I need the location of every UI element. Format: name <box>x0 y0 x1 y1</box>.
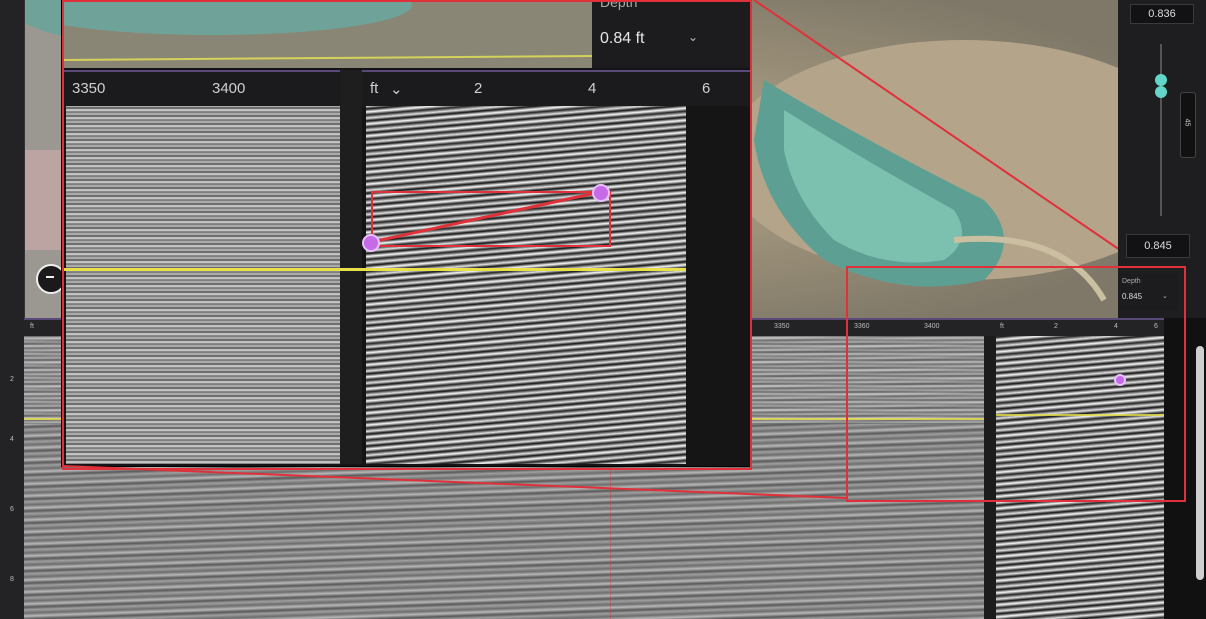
chevron-down-icon: ⌄ <box>688 30 699 44</box>
axis-tick: 3360 <box>854 323 870 330</box>
position-cursor-line <box>610 334 611 619</box>
depth-selector[interactable]: Depth 0.84 ft ⌄ <box>592 0 750 68</box>
zoom-region-box[interactable] <box>846 266 1186 502</box>
chevron-down-icon: ⌄ <box>390 81 403 98</box>
axis-unit-left[interactable]: ft <box>30 323 34 330</box>
magnifier-frame <box>62 0 752 470</box>
axis-tick: 4 <box>1114 323 1118 330</box>
mini-depth-selector[interactable]: Depth 0.845 ⌄ <box>1118 274 1178 310</box>
panel-divider <box>984 334 996 619</box>
popup-axis-left: 3350 3400 <box>62 70 340 108</box>
popup-map-imagery <box>62 0 592 68</box>
chevron-down-icon: ⌄ <box>1162 293 1168 300</box>
axis-tick: 3350 <box>72 80 106 97</box>
right-control-panel <box>1118 0 1206 318</box>
axis-tick: 2 <box>1054 323 1058 330</box>
bottom-value-box[interactable]: 0.845 <box>1126 234 1190 258</box>
popup-divider <box>340 70 362 464</box>
popup-radargram-right[interactable] <box>366 106 686 464</box>
annotation-overlay <box>371 190 611 247</box>
compass-needle <box>46 276 54 278</box>
marker-start[interactable] <box>362 234 380 252</box>
depth-label: Depth <box>600 0 638 10</box>
axis-tick: 6 <box>702 80 711 97</box>
vertical-scrollbar[interactable] <box>1196 346 1204 580</box>
depth-slider-track[interactable] <box>1160 44 1162 216</box>
zoom-marker[interactable] <box>1114 374 1126 386</box>
mini-depth-label: Depth <box>1122 278 1141 285</box>
ruler-tick: 8 <box>10 576 14 583</box>
popup-map-strip <box>62 0 592 68</box>
marker-end[interactable] <box>592 184 610 202</box>
axis-tick: 3400 <box>924 323 940 330</box>
popup-axis-right: ft ⌄ 2 4 6 <box>362 70 750 108</box>
depth-ruler: 2 4 6 8 <box>4 336 22 616</box>
zoom-reference-line <box>996 414 1164 416</box>
unit-selector[interactable]: ft <box>370 80 379 97</box>
ruler-tick: 6 <box>10 506 14 513</box>
depth-value[interactable]: 0.84 ft <box>600 30 645 47</box>
slider-handle-lower[interactable] <box>1155 86 1167 98</box>
axis-tick: 6 <box>1154 323 1158 330</box>
popup-blank-area <box>686 106 748 464</box>
zoom-radargram[interactable] <box>996 334 1164 619</box>
slider-value-pill[interactable]: 45 <box>1180 92 1196 158</box>
axis-tick: 2 <box>474 80 483 97</box>
measure-box <box>371 191 611 247</box>
popup-reference-line <box>62 268 686 271</box>
ruler-tick: 4 <box>10 436 14 443</box>
axis-tick: 3400 <box>212 80 246 97</box>
slider-handle-upper[interactable] <box>1155 74 1167 86</box>
mini-depth-value: 0.845 <box>1122 292 1143 301</box>
ruler-tick: 2 <box>10 376 14 383</box>
axis-unit-right[interactable]: ft <box>1000 323 1004 330</box>
top-value-box[interactable]: 0.836 <box>1130 4 1194 24</box>
axis-tick: 3350 <box>774 323 790 330</box>
slope-line <box>371 190 601 244</box>
left-toolbar <box>0 0 25 619</box>
popup-radargram-left[interactable] <box>66 106 340 464</box>
axis-tick: 4 <box>588 80 597 97</box>
